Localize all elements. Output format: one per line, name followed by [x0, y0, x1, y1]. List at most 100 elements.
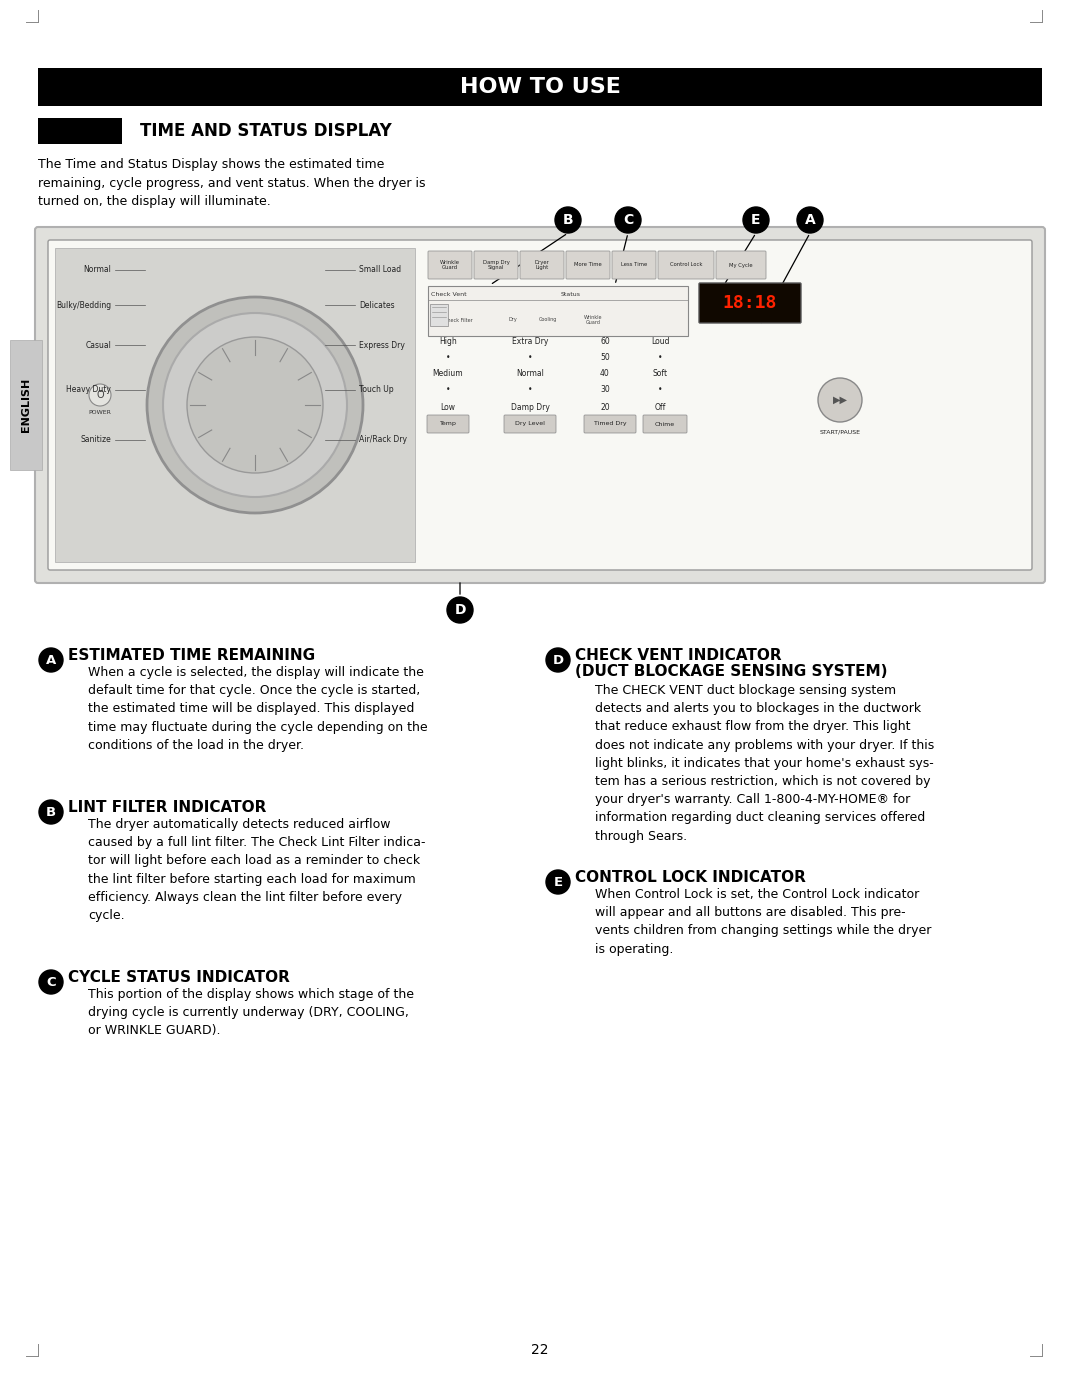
- FancyBboxPatch shape: [716, 251, 766, 278]
- FancyBboxPatch shape: [48, 240, 1032, 570]
- Text: Chime: Chime: [654, 422, 675, 427]
- Text: LINT FILTER INDICATOR: LINT FILTER INDICATOR: [68, 801, 267, 814]
- Text: Check Filter: Check Filter: [444, 317, 472, 322]
- Text: HOW TO USE: HOW TO USE: [460, 77, 620, 96]
- Text: B: B: [563, 214, 573, 227]
- Circle shape: [447, 597, 473, 623]
- Text: When Control Lock is set, the Control Lock indicator
will appear and all buttons: When Control Lock is set, the Control Lo…: [595, 887, 931, 955]
- Text: My Cycle: My Cycle: [729, 262, 753, 267]
- Text: O: O: [96, 390, 104, 400]
- FancyBboxPatch shape: [612, 251, 656, 278]
- FancyBboxPatch shape: [519, 251, 564, 278]
- Text: •: •: [528, 386, 532, 394]
- Text: E: E: [553, 875, 563, 889]
- Text: 20: 20: [600, 404, 610, 412]
- Text: CONTROL LOCK INDICATOR: CONTROL LOCK INDICATOR: [575, 870, 806, 885]
- FancyBboxPatch shape: [55, 248, 415, 562]
- FancyBboxPatch shape: [428, 251, 472, 278]
- Text: Express Dry: Express Dry: [359, 340, 405, 350]
- Text: (DUCT BLOCKAGE SENSING SYSTEM): (DUCT BLOCKAGE SENSING SYSTEM): [575, 664, 888, 679]
- Text: ▶▶: ▶▶: [833, 395, 848, 405]
- Text: Medium: Medium: [433, 369, 463, 379]
- Text: 30: 30: [600, 386, 610, 394]
- FancyBboxPatch shape: [658, 251, 714, 278]
- FancyBboxPatch shape: [38, 119, 122, 143]
- Text: •: •: [658, 354, 662, 362]
- Text: Control Lock: Control Lock: [670, 262, 702, 267]
- FancyBboxPatch shape: [566, 251, 610, 278]
- Text: START/PAUSE: START/PAUSE: [820, 430, 861, 434]
- Circle shape: [818, 378, 862, 422]
- Text: ENGLISH: ENGLISH: [21, 378, 31, 433]
- Text: High: High: [440, 338, 457, 346]
- FancyBboxPatch shape: [427, 415, 469, 433]
- Text: The Time and Status Display shows the estimated time
remaining, cycle progress, : The Time and Status Display shows the es…: [38, 158, 426, 208]
- Circle shape: [555, 207, 581, 233]
- Circle shape: [187, 338, 323, 473]
- Text: Dry Level: Dry Level: [515, 422, 545, 427]
- Text: Sanitize: Sanitize: [80, 435, 111, 445]
- Text: The CHECK VENT duct blockage sensing system
detects and alerts you to blockages : The CHECK VENT duct blockage sensing sys…: [595, 683, 934, 842]
- Circle shape: [797, 207, 823, 233]
- Text: 50: 50: [600, 354, 610, 362]
- Circle shape: [546, 648, 570, 672]
- Text: B: B: [46, 806, 56, 819]
- Text: Less Time: Less Time: [621, 262, 647, 267]
- Text: Soft: Soft: [652, 369, 667, 379]
- Text: Touch Up: Touch Up: [359, 386, 393, 394]
- Text: D: D: [553, 653, 564, 667]
- Text: •: •: [658, 386, 662, 394]
- Circle shape: [39, 648, 63, 672]
- Text: Normal: Normal: [83, 266, 111, 274]
- Text: More Time: More Time: [575, 262, 602, 267]
- FancyBboxPatch shape: [584, 415, 636, 433]
- Text: Bulky/Bedding: Bulky/Bedding: [56, 300, 111, 310]
- Text: Dry: Dry: [509, 317, 517, 322]
- Text: C: C: [623, 214, 633, 227]
- Text: Check Vent: Check Vent: [431, 292, 467, 296]
- Text: C: C: [46, 976, 56, 988]
- Text: 18:18: 18:18: [723, 294, 778, 311]
- Text: D: D: [455, 604, 465, 617]
- Text: Damp Dry
Signal: Damp Dry Signal: [483, 259, 510, 270]
- Text: Status: Status: [561, 292, 581, 296]
- Text: Heavy Duty: Heavy Duty: [66, 386, 111, 394]
- Text: A: A: [45, 653, 56, 667]
- Text: •: •: [528, 354, 532, 362]
- Text: A: A: [805, 214, 815, 227]
- Text: TIME AND STATUS DISPLAY: TIME AND STATUS DISPLAY: [140, 123, 392, 141]
- Circle shape: [39, 801, 63, 824]
- Text: E: E: [752, 214, 760, 227]
- Text: Damp Dry: Damp Dry: [511, 404, 550, 412]
- Circle shape: [163, 313, 347, 497]
- FancyBboxPatch shape: [430, 305, 448, 327]
- Text: Small Load: Small Load: [359, 266, 401, 274]
- Text: ESTIMATED TIME REMAINING: ESTIMATED TIME REMAINING: [68, 648, 315, 663]
- Text: POWER: POWER: [89, 409, 111, 415]
- FancyBboxPatch shape: [699, 282, 801, 322]
- Text: Casual: Casual: [85, 340, 111, 350]
- Text: Delicates: Delicates: [359, 300, 394, 310]
- Circle shape: [546, 870, 570, 894]
- FancyBboxPatch shape: [38, 68, 1042, 106]
- Text: Temp: Temp: [440, 422, 457, 427]
- Text: CYCLE STATUS INDICATOR: CYCLE STATUS INDICATOR: [68, 970, 289, 985]
- Text: Extra Dry: Extra Dry: [512, 338, 549, 346]
- FancyBboxPatch shape: [428, 287, 688, 336]
- Text: Low: Low: [441, 404, 456, 412]
- FancyBboxPatch shape: [504, 415, 556, 433]
- Text: Wrinkle
Guard: Wrinkle Guard: [584, 314, 603, 325]
- Text: Wrinkle
Guard: Wrinkle Guard: [440, 259, 460, 270]
- FancyBboxPatch shape: [35, 227, 1045, 583]
- Text: Timed Dry: Timed Dry: [594, 422, 626, 427]
- Text: 40: 40: [600, 369, 610, 379]
- Text: Air/Rack Dry: Air/Rack Dry: [359, 435, 407, 445]
- FancyBboxPatch shape: [474, 251, 518, 278]
- FancyBboxPatch shape: [643, 415, 687, 433]
- Text: 22: 22: [531, 1344, 549, 1357]
- Circle shape: [615, 207, 642, 233]
- Circle shape: [39, 970, 63, 994]
- Text: Dryer
Light: Dryer Light: [535, 259, 550, 270]
- Circle shape: [147, 298, 363, 513]
- Text: Off: Off: [654, 404, 665, 412]
